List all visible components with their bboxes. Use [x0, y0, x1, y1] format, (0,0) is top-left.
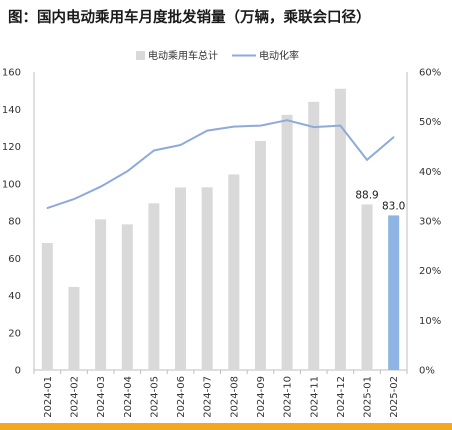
- y-tick-right-label: 60%: [419, 68, 441, 79]
- bar: [41, 242, 53, 370]
- y-tick-left-label: 40: [8, 291, 21, 302]
- y-tick-left-label: 0: [15, 366, 21, 377]
- x-tick-label: 2024-05: [149, 376, 160, 418]
- bar: [254, 140, 266, 370]
- series-line: [46, 119, 395, 210]
- x-tick-label: 2024-09: [256, 376, 267, 418]
- y-tick-left-label: 100: [2, 179, 21, 190]
- bar: [148, 203, 160, 370]
- line-point: [73, 198, 75, 200]
- line-point: [46, 207, 49, 209]
- x-tick-label: 2024-10: [283, 376, 294, 418]
- legend-label-line: 电动化率: [259, 49, 299, 62]
- line-point: [259, 124, 262, 127]
- x-tick-label: 2024-02: [69, 376, 80, 418]
- line-point: [312, 126, 315, 128]
- line-point: [99, 185, 102, 188]
- y-tick-left-label: 120: [2, 142, 21, 153]
- line-group: [46, 119, 395, 210]
- line-point: [286, 119, 288, 121]
- legend-label-bar: 电动乘用车总计: [148, 49, 218, 62]
- bar: [68, 286, 80, 370]
- bar: [281, 114, 293, 371]
- line-point: [339, 124, 342, 127]
- x-tick-label: 2025-01: [363, 376, 374, 418]
- y-tick-right-label: 10%: [419, 316, 441, 327]
- y-tick-right-label: 20%: [419, 266, 441, 277]
- y-tick-left-label: 60: [8, 254, 21, 265]
- x-tick-label: 2024-12: [336, 376, 347, 418]
- x-tick-label: 2024-04: [123, 376, 134, 418]
- axes: 0 20 40 60 80 100 120 140 160 0% 10% 20% 30% 40% 50% 60…: [2, 68, 441, 418]
- data-label: 88.9: [355, 189, 378, 201]
- x-tick-label: 2024-11: [309, 376, 320, 418]
- line-point: [233, 125, 235, 128]
- x-tick-label: 2024-08: [229, 376, 240, 418]
- bar: [95, 219, 107, 370]
- data-label: 83.0: [382, 200, 405, 212]
- chart-title: 图：国内电动乘用车月度批发销量（万辆，乘联会口径）: [8, 10, 371, 26]
- line-point: [392, 136, 395, 138]
- bar: [361, 204, 373, 370]
- x-tick-label: 2024-01: [43, 376, 54, 418]
- legend-swatch-bar: [136, 51, 145, 60]
- line-point: [126, 170, 129, 173]
- bar: [334, 88, 346, 370]
- y-tick-left-label: 140: [2, 105, 21, 116]
- x-tick-label: 2024-07: [203, 376, 214, 418]
- y-tick-left-label: 160: [2, 68, 21, 79]
- bar: [308, 101, 320, 371]
- y-tick-right-label: 0%: [419, 366, 435, 377]
- legend: 电动乘用车总计 电动化率: [136, 49, 299, 62]
- y-tick-left-label: 80: [8, 217, 21, 228]
- x-tick-label: 2025-02: [389, 376, 400, 418]
- line-point: [206, 129, 208, 132]
- footer-bar: [0, 423, 452, 430]
- line-point: [179, 144, 182, 146]
- y-tick-right-label: 30%: [419, 217, 441, 228]
- data-labels-group: 88.9 83.0: [355, 189, 405, 212]
- y-tick-right-label: 40%: [419, 167, 441, 178]
- bars-group: [41, 88, 400, 371]
- bar: [201, 187, 213, 370]
- y-tick-left-label: 20: [8, 328, 21, 339]
- x-tick-label: 2024-06: [176, 376, 187, 418]
- line-point: [153, 149, 155, 152]
- bar: [121, 224, 133, 370]
- y-tick-right-label: 50%: [419, 117, 441, 128]
- bar: [175, 187, 187, 370]
- line-point: [366, 159, 368, 161]
- x-tick-label: 2024-03: [96, 376, 107, 418]
- bar: [228, 174, 240, 370]
- bar: [388, 215, 400, 370]
